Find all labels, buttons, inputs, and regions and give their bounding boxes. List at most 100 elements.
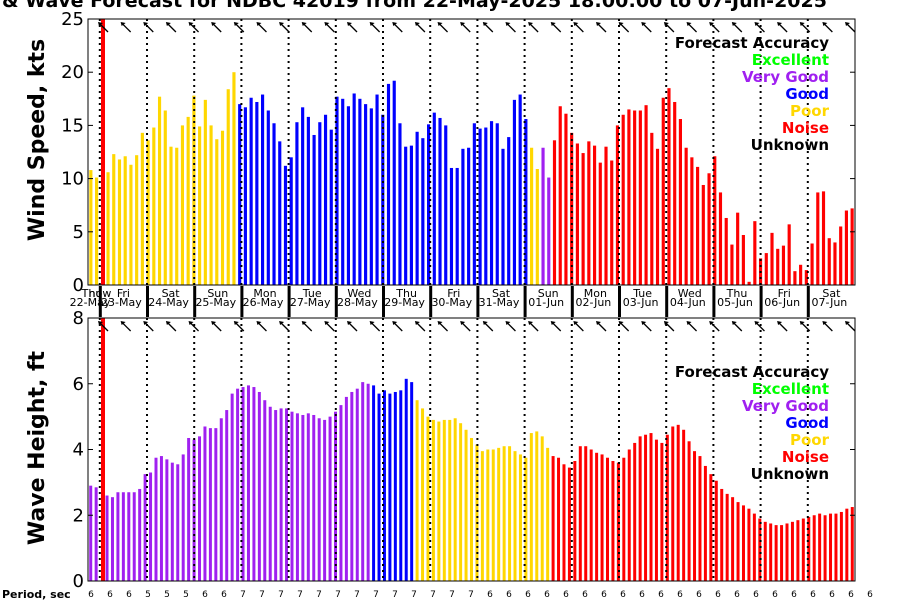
x-day-label: Wed <box>347 287 371 300</box>
bar <box>180 125 185 286</box>
bar <box>261 94 265 285</box>
x-date-label: 04-Jun <box>670 296 706 309</box>
direction-arrow-icon <box>188 321 200 332</box>
bar <box>644 105 648 286</box>
direction-arrow-icon <box>482 321 494 332</box>
direction-arrow-icon <box>165 22 177 33</box>
bar <box>157 96 162 285</box>
bar <box>366 383 370 581</box>
direction-arrow-icon <box>324 321 335 332</box>
legend-entry: Poor <box>790 102 830 120</box>
bar <box>589 449 593 581</box>
period-value: 6 <box>487 590 493 600</box>
bar <box>165 459 169 581</box>
x-day-tick <box>570 286 574 317</box>
bar <box>547 177 551 285</box>
bar <box>713 156 717 285</box>
bar <box>285 408 289 581</box>
bar <box>621 114 625 285</box>
bar <box>453 418 457 581</box>
bar <box>655 148 660 285</box>
bar <box>575 143 579 285</box>
bar <box>312 134 316 285</box>
direction-arrow-icon <box>641 321 652 332</box>
bar <box>386 83 391 286</box>
bar <box>358 98 362 285</box>
bar <box>535 169 539 285</box>
bar <box>764 253 768 285</box>
direction-arrow-icon <box>550 22 562 33</box>
period-value: 7 <box>278 590 284 600</box>
direction-arrow-icon <box>211 22 222 33</box>
direction-arrow-icon <box>414 321 426 332</box>
bar <box>372 385 376 581</box>
bar <box>295 122 299 286</box>
bar <box>339 405 343 581</box>
x-day-label: Mon <box>253 287 276 300</box>
bar <box>714 480 718 581</box>
bar <box>736 502 740 581</box>
bar <box>644 434 648 581</box>
bar <box>827 238 831 285</box>
bar <box>375 94 379 285</box>
period-value: 6 <box>829 590 835 600</box>
bar <box>306 116 310 285</box>
x-day-label: Mon <box>584 287 607 300</box>
bar <box>415 400 419 581</box>
bar <box>661 97 665 286</box>
bar <box>410 382 414 581</box>
direction-arrow-icon <box>414 22 426 33</box>
direction-arrow-icon <box>233 22 245 33</box>
bar <box>584 446 588 581</box>
bar <box>718 192 723 285</box>
bar <box>551 456 555 581</box>
bar <box>844 210 848 285</box>
x-date-label: 27-May <box>290 296 331 309</box>
legend-title: Forecast Accuracy <box>675 34 829 52</box>
bar <box>730 244 734 285</box>
y-tick-label: 2 <box>73 505 84 526</box>
y-tick-label: 4 <box>73 440 84 461</box>
direction-arrow-icon <box>347 321 358 332</box>
legend-entry: Unknown <box>751 136 829 154</box>
period-value: 6 <box>221 590 227 600</box>
bar <box>437 421 441 581</box>
bar <box>578 446 582 581</box>
bar <box>382 390 386 581</box>
x-date-label: 25-May <box>195 296 236 309</box>
bar <box>839 511 843 581</box>
bar <box>592 145 597 285</box>
period-value: 7 <box>316 590 322 600</box>
bar <box>255 101 259 286</box>
bar <box>152 127 156 285</box>
direction-arrow-icon <box>596 22 607 33</box>
bar <box>467 147 471 285</box>
direction-arrow-icon <box>596 321 607 332</box>
bar <box>470 437 473 581</box>
period-value: 6 <box>525 590 531 600</box>
bar <box>649 433 653 581</box>
period-value: 6 <box>715 590 721 600</box>
period-value: 7 <box>430 590 436 600</box>
bar <box>530 147 534 285</box>
wave-axes: 0 2 4 6 8 <box>73 308 856 592</box>
bar <box>776 248 780 285</box>
y-tick-label: 6 <box>73 374 84 395</box>
direction-arrow-icon <box>301 22 313 33</box>
bar <box>329 129 333 285</box>
bar <box>709 474 713 581</box>
period-value: 6 <box>620 590 626 600</box>
bar <box>673 101 677 286</box>
bar <box>758 518 762 581</box>
bar <box>335 96 339 285</box>
bar <box>214 428 218 581</box>
bar <box>444 125 448 286</box>
bar <box>442 419 446 581</box>
bar <box>127 492 131 581</box>
direction-arrow-icon <box>165 321 177 332</box>
bar <box>570 132 574 285</box>
x-day-tick <box>146 286 149 317</box>
direction-arrow-icon <box>686 22 698 33</box>
x-day-tick <box>476 286 480 317</box>
